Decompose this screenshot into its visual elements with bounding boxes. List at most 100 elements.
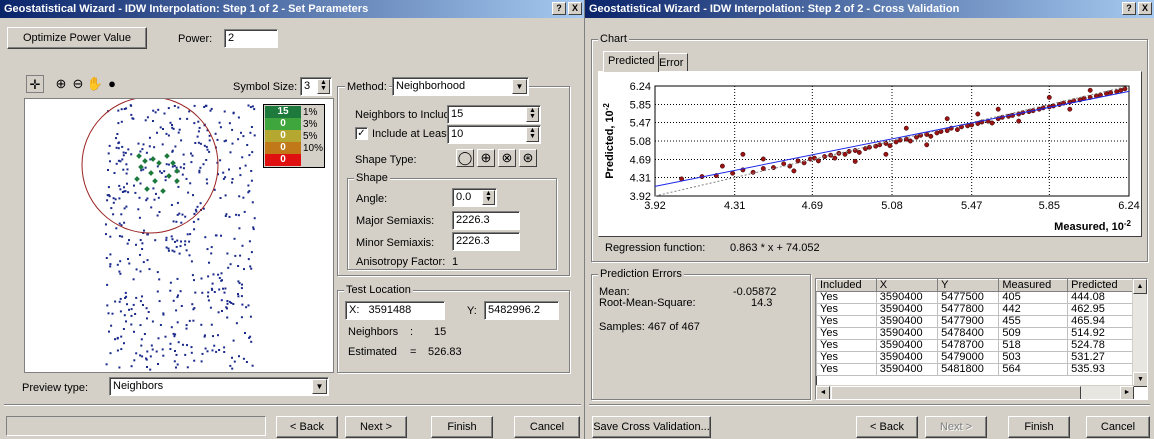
sample-point bbox=[146, 116, 149, 119]
pointer-tool-icon[interactable]: ✛ bbox=[26, 75, 44, 93]
close-button[interactable]: X bbox=[1138, 2, 1152, 15]
table-row[interactable]: Yes 3590400 5477900 455 465.94 bbox=[816, 315, 1134, 328]
angle-spinner[interactable]: ▲ ▼ bbox=[482, 190, 495, 205]
symbol-size-spinner[interactable]: ▲ ▼ bbox=[317, 79, 330, 94]
column-header[interactable]: X bbox=[875, 279, 939, 292]
sample-point bbox=[156, 290, 159, 293]
major-semiaxis-input[interactable]: 2226.3 bbox=[452, 211, 520, 230]
x-coordinate-input[interactable]: X: 3591488 bbox=[345, 301, 445, 320]
sample-point bbox=[124, 151, 127, 154]
sample-point bbox=[162, 128, 164, 130]
sample-point bbox=[156, 165, 159, 168]
sample-point bbox=[240, 287, 243, 290]
neighbors-include-input[interactable]: 15 ▲ ▼ bbox=[447, 105, 541, 124]
table-row[interactable]: Yes 3590400 5478700 518 524.78 bbox=[816, 339, 1134, 352]
next-button: Next > bbox=[925, 416, 987, 438]
next-button[interactable]: Next > bbox=[345, 416, 407, 438]
data-point bbox=[944, 128, 950, 134]
sample-point bbox=[171, 249, 174, 252]
sample-point bbox=[171, 124, 173, 126]
sample-point bbox=[235, 213, 238, 216]
footer-divider bbox=[4, 404, 581, 406]
vertical-scrollbar[interactable]: ▲ ▼ bbox=[1132, 279, 1147, 387]
zoom-in-icon[interactable]: ⊕ bbox=[55, 76, 67, 91]
preview-map[interactable]: 15 1% 0 3% 0 5% 0 10% 0 bbox=[24, 98, 334, 373]
include-at-least-checkbox[interactable]: ✓ bbox=[355, 127, 368, 140]
include-at-least-spinner[interactable]: ▲ ▼ bbox=[526, 127, 539, 142]
sample-point bbox=[223, 351, 226, 353]
scroll-thumb[interactable] bbox=[831, 386, 1081, 399]
scroll-down-icon[interactable]: ▼ bbox=[1133, 372, 1147, 387]
include-at-least-input[interactable]: 10 ▲ ▼ bbox=[447, 125, 541, 144]
sample-point bbox=[130, 104, 133, 107]
sample-point bbox=[231, 367, 234, 370]
shape-four-sector-icon[interactable]: ⊕ bbox=[477, 149, 495, 167]
angle-input[interactable]: 0.0 ▲ ▼ bbox=[452, 188, 497, 207]
preview-type-select[interactable]: Neighbors ▼ bbox=[109, 377, 329, 396]
sample-point bbox=[189, 233, 192, 236]
sample-point bbox=[237, 116, 240, 119]
shape-circle-icon[interactable]: ◯ bbox=[456, 149, 474, 167]
finish-button[interactable]: Finish bbox=[431, 416, 493, 438]
sample-point bbox=[190, 351, 193, 354]
finish-button[interactable]: Finish bbox=[1008, 416, 1070, 438]
table-row[interactable]: Yes 3590400 5481800 564 535.93 bbox=[816, 363, 1134, 376]
sample-point bbox=[247, 304, 250, 307]
data-point bbox=[924, 142, 930, 148]
data-point bbox=[795, 158, 801, 164]
column-header[interactable]: Measured bbox=[998, 279, 1069, 292]
shape-eight-sector-icon[interactable]: ⊛ bbox=[519, 149, 537, 167]
back-button[interactable]: < Back bbox=[856, 416, 918, 438]
zoom-out-icon[interactable]: ⊖ bbox=[72, 76, 84, 91]
back-button[interactable]: < Back bbox=[276, 416, 338, 438]
column-header[interactable]: Y bbox=[937, 279, 1000, 292]
tab-error[interactable]: Error bbox=[654, 53, 689, 72]
scroll-right-icon[interactable]: ► bbox=[1120, 386, 1134, 399]
symbol-size-input[interactable]: 3 ▲ ▼ bbox=[300, 77, 332, 96]
neighbors-count-label: Neighbors bbox=[348, 326, 399, 338]
y-coordinate-input[interactable]: 5482996.2 bbox=[484, 301, 559, 320]
footer-divider bbox=[589, 404, 1150, 406]
sample-point bbox=[237, 138, 240, 141]
cancel-button[interactable]: Cancel bbox=[514, 416, 580, 438]
sample-point bbox=[247, 104, 250, 107]
sample-point bbox=[180, 305, 183, 307]
cancel-button[interactable]: Cancel bbox=[1086, 416, 1150, 438]
column-header[interactable]: Included bbox=[816, 279, 877, 292]
column-header[interactable]: Predicted bbox=[1067, 279, 1134, 292]
sample-point bbox=[217, 334, 219, 337]
full-extent-globe-icon[interactable]: ● bbox=[108, 76, 116, 91]
minor-semiaxis-input[interactable]: 2226.3 bbox=[452, 232, 520, 251]
save-cross-validation-button[interactable]: Save Cross Validation... bbox=[592, 416, 711, 438]
sample-point bbox=[117, 159, 120, 162]
table-row[interactable]: Yes 3590400 5477800 442 462.95 bbox=[816, 303, 1134, 316]
sample-point bbox=[192, 194, 194, 197]
sample-point bbox=[169, 289, 172, 292]
symbol-size-value: 3 bbox=[304, 80, 311, 92]
chevron-down-icon[interactable]: ▼ bbox=[312, 379, 327, 394]
sample-point bbox=[163, 112, 166, 115]
sample-point bbox=[230, 302, 233, 304]
table-row[interactable]: Yes 3590400 5478400 509 514.92 bbox=[816, 327, 1134, 340]
tab-predicted[interactable]: Predicted bbox=[603, 51, 660, 72]
table-row[interactable]: Yes 3590400 5479000 503 531.27 bbox=[816, 351, 1134, 364]
sample-point bbox=[173, 105, 176, 107]
horizontal-scrollbar[interactable]: ◄ ► bbox=[816, 385, 1134, 399]
sample-point bbox=[124, 291, 127, 294]
method-select[interactable]: Neighborhood ▼ bbox=[392, 77, 529, 96]
cross-validation-table[interactable]: Included X Y Measured Predicted Yes 3590400 54… bbox=[815, 278, 1148, 400]
help-button[interactable]: ? bbox=[552, 2, 566, 15]
help-button[interactable]: ? bbox=[1122, 2, 1136, 15]
scroll-up-icon[interactable]: ▲ bbox=[1133, 279, 1147, 294]
shape-four-sector-rotated-icon[interactable]: ⊗ bbox=[498, 149, 516, 167]
neighbors-include-spinner[interactable]: ▲ ▼ bbox=[526, 107, 539, 122]
table-row[interactable]: Yes 3590400 5477500 405 444.08 bbox=[816, 291, 1134, 304]
power-input[interactable]: 2 bbox=[224, 29, 278, 48]
scroll-left-icon[interactable]: ◄ bbox=[816, 386, 830, 399]
close-button[interactable]: X bbox=[568, 2, 582, 15]
chevron-down-icon[interactable]: ▼ bbox=[512, 79, 527, 94]
sample-point bbox=[165, 163, 168, 166]
pan-hand-icon[interactable]: ✋ bbox=[86, 76, 104, 91]
optimize-power-button[interactable]: Optimize Power Value bbox=[7, 27, 147, 49]
sample-point bbox=[237, 293, 239, 295]
